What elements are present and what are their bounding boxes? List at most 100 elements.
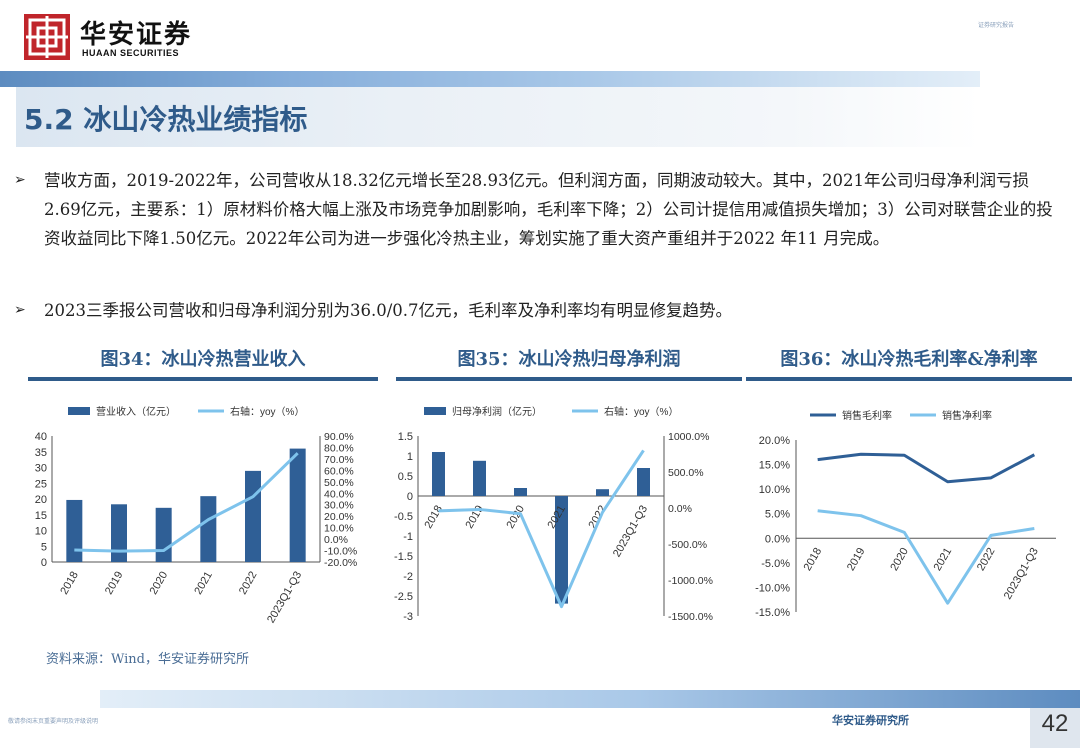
- section-title-bar: [16, 87, 980, 147]
- y-tick-label: 0: [41, 557, 47, 569]
- x-tick-label: 2018: [802, 546, 825, 573]
- y-tick-label: 20: [35, 494, 47, 506]
- bullet-text: 营收方面，2019-2022年，公司营收从18.32亿元增长至28.93亿元。但…: [44, 171, 1053, 248]
- bar-net-profit: [596, 489, 609, 496]
- logo-emblem: [24, 14, 70, 60]
- chart-margins-svg: 销售毛利率 销售净利率 -15.0% -10.0% -5.0% 0.0% 5.0% 10.0%…: [755, 409, 1056, 619]
- chart-revenue-svg: 营业收入（亿元） 右轴：yoy（%） 0 5 10 15 20 25 30 35 40 -20.0%-…: [35, 405, 358, 626]
- bar-net-profit: [514, 488, 527, 496]
- y2-tick-label: 20.0%: [324, 511, 354, 523]
- y-tick-label: 20.0%: [759, 435, 790, 447]
- y-tick-label: -3: [403, 611, 413, 623]
- footer-disclaimer: 敬请参阅末页重要声明及评级说明: [8, 718, 99, 725]
- y-tick-label: -1: [403, 531, 413, 543]
- page-number-box: [1030, 708, 1080, 748]
- legend-label-net-profit: 归母净利润（亿元）: [452, 405, 542, 418]
- chart-net-profit: 归母净利润（亿元） 右轴：yoy（%） -3 -2.5 -2 -1.5 -1 -0.5 0 0.5…: [388, 396, 738, 640]
- chart-revenue: 营业收入（亿元） 右轴：yoy（%） 0 5 10 15 20 25 30 35 40 -20.0% -…: [20, 396, 380, 640]
- y-tick-label: 10: [35, 526, 47, 538]
- x-tick-label: 2018: [58, 570, 81, 597]
- chart-net-profit-svg: 归母净利润（亿元） 右轴：yoy（%） -3 -2.5 -2 -1.5 -1 -0.5 0 0.5…: [394, 405, 713, 623]
- legend-label-yoy: 右轴：yoy（%）: [230, 405, 304, 418]
- figure-rule: [28, 377, 378, 381]
- y2-tick-label: 70.0%: [324, 454, 354, 466]
- legend-swatch-net-profit: [424, 407, 446, 415]
- line-yoy: [74, 452, 299, 553]
- bar-revenue: [245, 470, 261, 562]
- y-tick-label: 30: [35, 463, 47, 475]
- y2-tick-label: 50.0%: [324, 477, 354, 489]
- y2-tick-label: 0.0%: [668, 503, 692, 515]
- x-tick-label: 2021: [932, 546, 955, 573]
- y-tick-label: 35: [35, 447, 47, 459]
- logo-english-name: HUAAN SECURITIES: [82, 48, 180, 58]
- line-gross-margin: [817, 452, 1036, 484]
- y-tick-label: 25: [35, 478, 47, 490]
- x-tick-label: 2019: [103, 570, 126, 597]
- x-tick-label: 2020: [504, 504, 527, 531]
- y2-tick-label: 1000.0%: [668, 431, 709, 443]
- bar-net-profit: [432, 452, 445, 496]
- y-tick-label: -2: [403, 571, 413, 583]
- y2-tick-label: -1500.0%: [668, 611, 713, 623]
- y-tick-label: 40: [35, 431, 47, 443]
- x-tick-label: 2023Q1-Q3: [265, 570, 304, 626]
- logo-chinese-name: 华安证券: [80, 20, 193, 50]
- bar-revenue: [111, 504, 127, 562]
- legend-label-yoy: 右轴：yoy（%）: [604, 405, 678, 418]
- figure-title-net-profit: 图35：冰山冷热归母净利润: [457, 349, 681, 370]
- bar-revenue: [200, 496, 217, 562]
- y-tick-label: 1.5: [398, 431, 413, 443]
- section-title: 5.2 冰山冷热业绩指标: [24, 103, 308, 136]
- y2-tick-label: 90.0%: [324, 431, 354, 443]
- y-tick-label: -15.0%: [755, 607, 790, 619]
- y2-tick-label: 40.0%: [324, 488, 354, 500]
- y-tick-label: 10.0%: [759, 484, 790, 496]
- y-tick-label: 0: [407, 491, 413, 503]
- y2-tick-label: 80.0%: [324, 442, 354, 454]
- report-tag: 证券研究报告: [977, 22, 1014, 29]
- y-tick-label: 5.0%: [765, 509, 790, 521]
- y-tick-label: -0.5: [394, 511, 413, 523]
- bullet-q3: ➢ 2023三季报公司营收和归母净利润分别为36.0/0.7亿元，毛利率及净利率…: [14, 296, 1054, 325]
- figure-title-revenue: 图34：冰山冷热营业收入: [100, 349, 306, 370]
- bullet-text: 2023三季报公司营收和归母净利润分别为36.0/0.7亿元，毛利率及净利率均有…: [44, 301, 733, 320]
- y-tick-label: 1: [407, 451, 413, 463]
- y-tick-label: 5: [41, 541, 47, 553]
- bar-revenue: [155, 507, 172, 562]
- legend-label-revenue: 营业收入（亿元）: [96, 405, 176, 418]
- footer-brand: 华安证券研究所: [832, 714, 909, 727]
- y2-tick-label: 60.0%: [324, 465, 354, 477]
- figure-rule: [746, 377, 1072, 381]
- chart-margins: 销售毛利率 销售净利率 -15.0% -10.0% -5.0% 0.0% 5.0% 10.0%…: [738, 396, 1074, 640]
- legend-label-gross: 销售毛利率: [842, 409, 892, 422]
- line-net-margin: [817, 509, 1035, 605]
- y-tick-label: -1.5: [394, 551, 413, 563]
- header-band: [0, 71, 980, 87]
- source-note: 资料来源：Wind，华安证券研究所: [46, 652, 249, 667]
- x-tick-label: 2022: [975, 546, 998, 573]
- x-tick-label: 2019: [845, 546, 868, 573]
- figure-title-margins: 图36：冰山冷热毛利率&净利率: [780, 349, 1038, 370]
- bar-revenue: [289, 448, 306, 562]
- y-tick-label: 0.5: [398, 471, 413, 483]
- figure-rule: [396, 377, 742, 381]
- bar-net-profit: [637, 468, 650, 496]
- x-tick-label: 2018: [422, 504, 445, 531]
- y2-tick-label: 0.0%: [324, 534, 348, 546]
- x-tick-label: 2022: [237, 570, 260, 597]
- y-tick-label: -2.5: [394, 591, 413, 603]
- x-tick-label: 2021: [192, 570, 215, 597]
- bullet-arrow-icon: ➢: [14, 302, 26, 318]
- legend-swatch-revenue: [68, 407, 90, 415]
- y2-tick-label: -500.0%: [668, 539, 707, 551]
- bullet-revenue: ➢ 营收方面，2019-2022年，公司营收从18.32亿元增长至28.93亿元…: [14, 166, 1054, 253]
- y2-tick-label: -20.0%: [324, 557, 357, 569]
- y2-tick-label: 10.0%: [324, 523, 354, 535]
- bar-revenue: [66, 499, 83, 562]
- bar-net-profit: [473, 460, 486, 496]
- x-tick-label: 2020: [148, 570, 171, 597]
- page-number: 42: [1041, 710, 1069, 737]
- x-tick-label: 2019: [463, 504, 486, 531]
- x-tick-label: 2020: [888, 546, 911, 573]
